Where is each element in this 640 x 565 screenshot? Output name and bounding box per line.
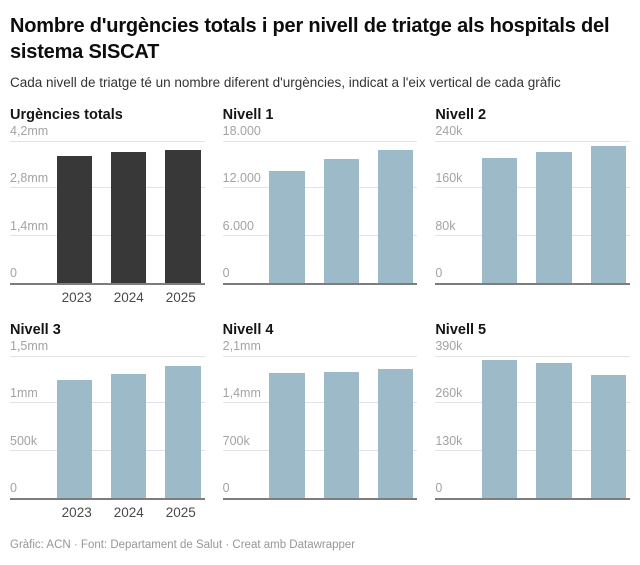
gridline [222, 234, 418, 236]
y-tick-label: 390k [435, 339, 463, 353]
bar [111, 374, 147, 498]
bar [323, 159, 360, 283]
bar [590, 146, 627, 283]
bar [536, 362, 572, 498]
gridline [10, 234, 205, 236]
chart-plot-area: 0 500k 1mm 1,5mm [10, 340, 205, 500]
attribution-footer: Gràfic: ACN · Font: Departament de Salut… [10, 539, 356, 551]
x-tick-label: 2024 [113, 505, 144, 520]
y-tick-label: 1mm [10, 386, 38, 401]
chart-panel: Nivell 1 0 6.000 12.000 18.000 [222, 106, 418, 305]
bar [269, 170, 305, 283]
gridline [222, 141, 418, 142]
x-tick-label: 2024 [113, 290, 144, 305]
chart-plot-area: 0 6.000 12.000 18.000 [222, 125, 418, 285]
bars-group [482, 356, 627, 498]
y-tick-label: 0 [10, 266, 17, 280]
bar [378, 368, 414, 498]
bars-group [56, 141, 201, 283]
bar [165, 149, 201, 283]
bars-group [56, 356, 201, 498]
x-axis: 2023 2024 2025 [57, 500, 201, 520]
y-tick-label: 160k [435, 171, 463, 186]
gridline [435, 402, 630, 404]
gridline [435, 187, 630, 189]
gridline [10, 187, 205, 189]
gridline [10, 356, 205, 357]
chart-panel: Nivell 3 0 500k 1mm 1,5mm 2023 2024 2025 [10, 321, 205, 520]
y-tick-label: 0 [10, 481, 17, 495]
chart-panel: Nivell 5 0 130k 260k 390k [435, 321, 630, 520]
y-tick-label: 18.000 [222, 124, 261, 138]
page-title: Nombre d'urgències totals i per nivell d… [10, 15, 610, 63]
charts-grid: Urgències totals 0 1,4mm 2,8mm 4,2mm 2023 2024… [10, 106, 630, 520]
bars-group [269, 356, 414, 498]
chart-plot-area: 0 1,4mm 2,8mm 4,2mm [10, 125, 205, 285]
x-tick-label: 2025 [165, 505, 196, 520]
chart-plot-area: 0 130k 260k 390k [435, 340, 630, 500]
bar [165, 366, 201, 498]
gridline [10, 449, 205, 451]
bar [482, 158, 518, 283]
bar [269, 372, 305, 498]
chart-title: Nivell 1 [222, 107, 274, 123]
chart-plot-area: 0 80k 160k 240k [435, 125, 630, 285]
y-tick-label: 240k [435, 124, 463, 138]
x-tick-label: 2023 [61, 505, 92, 520]
gridline [435, 356, 630, 357]
y-tick-label: 12.000 [222, 171, 261, 186]
chart-title: Nivell 2 [435, 107, 487, 123]
y-tick-label: 130k [435, 433, 463, 448]
datawrapper-chart-page: Nombre d'urgències totals i per nivell d… [10, 13, 630, 551]
gridline [10, 141, 205, 142]
bar [590, 374, 627, 498]
chart-panel: Nivell 2 0 80k 160k 240k [435, 106, 630, 305]
y-tick-label: 500k [10, 433, 38, 448]
chart-panel: Nivell 4 0 700k 1,4mm 2,1mm [222, 321, 418, 520]
x-tick-label: 2025 [165, 290, 196, 305]
gridline [435, 141, 630, 142]
y-tick-label: 6.000 [222, 218, 254, 233]
y-tick-label: 2,1mm [222, 339, 261, 353]
chart-panel: Urgències totals 0 1,4mm 2,8mm 4,2mm 2023 2024… [10, 106, 205, 305]
y-tick-label: 1,4mm [222, 386, 261, 401]
gridline [222, 449, 418, 451]
bars-group [269, 141, 414, 283]
chart-title: Urgències totals [10, 107, 123, 123]
page-subtitle: Cada nivell de triatge té un nombre dife… [10, 75, 561, 90]
chart-title: Nivell 3 [10, 322, 61, 338]
bar [378, 149, 414, 283]
chart-title: Nivell 5 [435, 322, 487, 338]
gridline [222, 187, 418, 189]
y-tick-label: 0 [435, 481, 443, 495]
x-tick-label: 2023 [61, 290, 92, 305]
gridline [222, 356, 418, 357]
y-tick-label: 0 [222, 266, 230, 280]
y-tick-label: 1,4mm [10, 218, 49, 233]
gridline [435, 449, 630, 451]
y-tick-label: 1,5mm [10, 339, 49, 353]
bar [56, 156, 92, 283]
y-tick-label: 4,2mm [10, 124, 49, 138]
gridline [222, 402, 418, 404]
bar [482, 359, 518, 498]
x-axis: 2023 2024 2025 [57, 285, 201, 305]
y-tick-label: 0 [435, 266, 443, 280]
gridline [435, 234, 630, 236]
chart-plot-area: 0 700k 1,4mm 2,1mm [222, 340, 418, 500]
y-tick-label: 0 [222, 481, 230, 495]
chart-title: Nivell 4 [222, 322, 274, 338]
bar [56, 379, 92, 498]
bar [536, 151, 572, 283]
y-tick-label: 80k [435, 218, 456, 233]
y-tick-label: 260k [435, 386, 463, 401]
y-tick-label: 700k [222, 433, 250, 448]
bars-group [482, 141, 627, 283]
bar [323, 371, 360, 498]
bar [111, 152, 147, 283]
y-tick-label: 2,8mm [10, 171, 49, 186]
gridline [10, 402, 205, 404]
